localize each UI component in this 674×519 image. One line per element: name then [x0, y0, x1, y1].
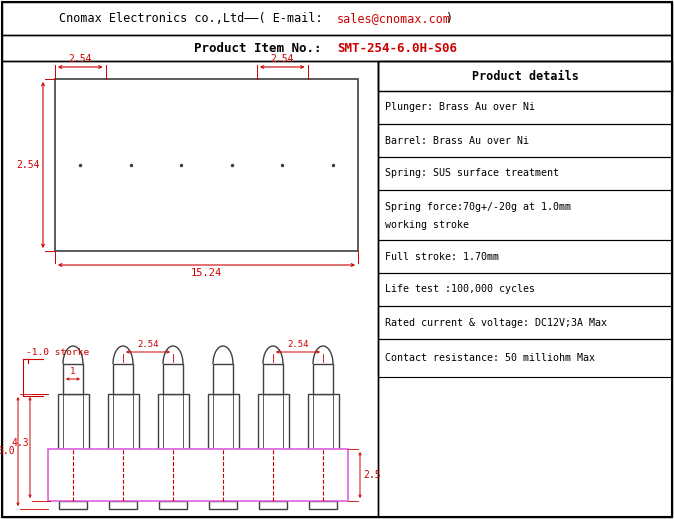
Text: sales@cnomax.com: sales@cnomax.com	[337, 12, 451, 25]
Text: 2.5: 2.5	[363, 470, 381, 480]
Ellipse shape	[324, 129, 342, 201]
Text: Spring: SUS surface treatment: Spring: SUS surface treatment	[385, 169, 559, 179]
Ellipse shape	[65, 105, 96, 225]
Text: Barrel: Brass Au over Ni: Barrel: Brass Au over Ni	[385, 135, 529, 145]
Text: Cnomax Electronics co.,Ltd——( E-mail:: Cnomax Electronics co.,Ltd——( E-mail:	[59, 12, 337, 25]
Text: 2.54: 2.54	[137, 340, 159, 349]
Text: Product Item No.:: Product Item No.:	[195, 42, 337, 54]
Ellipse shape	[71, 129, 89, 201]
Text: Spring force:70g+/-20g at 1.0mm: Spring force:70g+/-20g at 1.0mm	[385, 202, 571, 212]
Text: 2.54: 2.54	[16, 160, 40, 170]
Bar	[378, 157, 672, 190]
Bar	[57, 394, 88, 449]
Text: Rated current & voltage: DC12V;3A Max: Rated current & voltage: DC12V;3A Max	[385, 318, 607, 327]
Bar	[378, 306, 672, 339]
Text: Product details: Product details	[472, 70, 578, 83]
Bar	[159, 501, 187, 509]
Bar	[313, 364, 333, 394]
Bar	[263, 364, 283, 394]
Ellipse shape	[317, 105, 348, 225]
Ellipse shape	[274, 129, 291, 201]
Bar	[113, 364, 133, 394]
Ellipse shape	[116, 105, 146, 225]
Text: 2.54: 2.54	[69, 54, 92, 64]
Bar	[2, 2, 672, 35]
Bar	[378, 273, 672, 306]
Bar	[55, 79, 358, 251]
Ellipse shape	[122, 129, 140, 201]
Bar	[63, 364, 83, 394]
Ellipse shape	[173, 129, 190, 201]
Text: SMT-254-6.0H-S06: SMT-254-6.0H-S06	[337, 42, 457, 54]
Ellipse shape	[166, 105, 196, 225]
Bar	[257, 394, 288, 449]
Ellipse shape	[267, 105, 297, 225]
Bar	[378, 91, 672, 124]
Bar	[378, 124, 672, 157]
Ellipse shape	[223, 129, 241, 201]
Bar	[163, 364, 183, 394]
Bar	[378, 61, 672, 91]
Text: Life test :100,000 cycles: Life test :100,000 cycles	[385, 284, 535, 294]
Bar	[378, 339, 672, 377]
Bar	[208, 394, 239, 449]
Text: 6.0: 6.0	[0, 446, 15, 457]
Bar	[378, 61, 672, 517]
Bar	[109, 501, 137, 509]
Text: 1: 1	[70, 367, 75, 376]
Bar	[2, 35, 672, 61]
Text: 15.24: 15.24	[191, 268, 222, 278]
Text: -1.0 storke: -1.0 storke	[26, 348, 89, 357]
Text: Full stroke: 1.70mm: Full stroke: 1.70mm	[385, 252, 499, 262]
Text: 2.54: 2.54	[287, 340, 309, 349]
Bar	[309, 501, 337, 509]
Text: 2.54: 2.54	[270, 54, 294, 64]
Text: 4.3: 4.3	[11, 439, 29, 448]
Bar	[378, 190, 672, 240]
Bar	[107, 394, 138, 449]
Bar	[2, 61, 378, 517]
Bar	[259, 501, 286, 509]
Text: working stroke: working stroke	[385, 220, 469, 230]
Bar	[378, 240, 672, 273]
Bar	[213, 364, 233, 394]
Bar	[59, 501, 87, 509]
Bar	[209, 501, 237, 509]
Text: Contact resistance: 50 milliohm Max: Contact resistance: 50 milliohm Max	[385, 353, 595, 363]
Bar	[158, 394, 189, 449]
Text: ): )	[445, 12, 452, 25]
Bar	[307, 394, 338, 449]
Bar	[48, 449, 348, 501]
Text: Plunger: Brass Au over Ni: Plunger: Brass Au over Ni	[385, 102, 535, 113]
Ellipse shape	[216, 105, 247, 225]
